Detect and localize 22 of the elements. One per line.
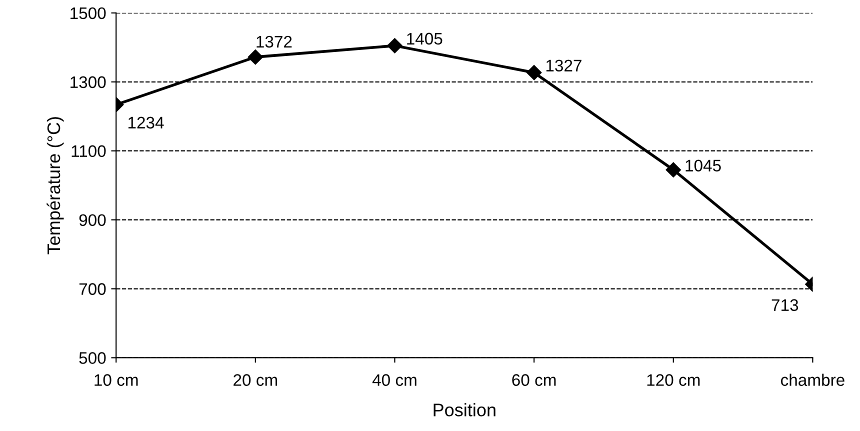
data-label: 1405 — [407, 32, 442, 45]
x-tick-label: 20 cm — [234, 374, 278, 386]
y-tick-label: 1100 — [72, 145, 106, 158]
y-tick-label: 500 — [79, 352, 106, 364]
point — [526, 65, 542, 80]
data-label: 713 — [772, 299, 798, 311]
y-tick-label: 1500 — [70, 7, 106, 20]
y-tick-label: 900 — [79, 214, 106, 226]
x-tick-label: 40 cm — [372, 374, 416, 386]
x-tick-label: 60 cm — [512, 374, 556, 386]
data-label: 1045 — [686, 160, 721, 172]
y-tick-label: 1300 — [70, 76, 106, 88]
x-tick-label: 120 cm — [647, 374, 700, 386]
x-tick-label: chambre — [780, 374, 844, 386]
data-label: 1372 — [256, 36, 292, 48]
data-label: 1234 — [128, 116, 164, 129]
y-axis-title: Température (°C) — [46, 117, 64, 254]
y-tick-label: 700 — [79, 283, 106, 295]
point — [387, 38, 402, 54]
x-tick-label: 10 cm — [94, 374, 138, 386]
x-axis-title: Position — [434, 403, 496, 416]
data-label: 1327 — [546, 60, 582, 72]
